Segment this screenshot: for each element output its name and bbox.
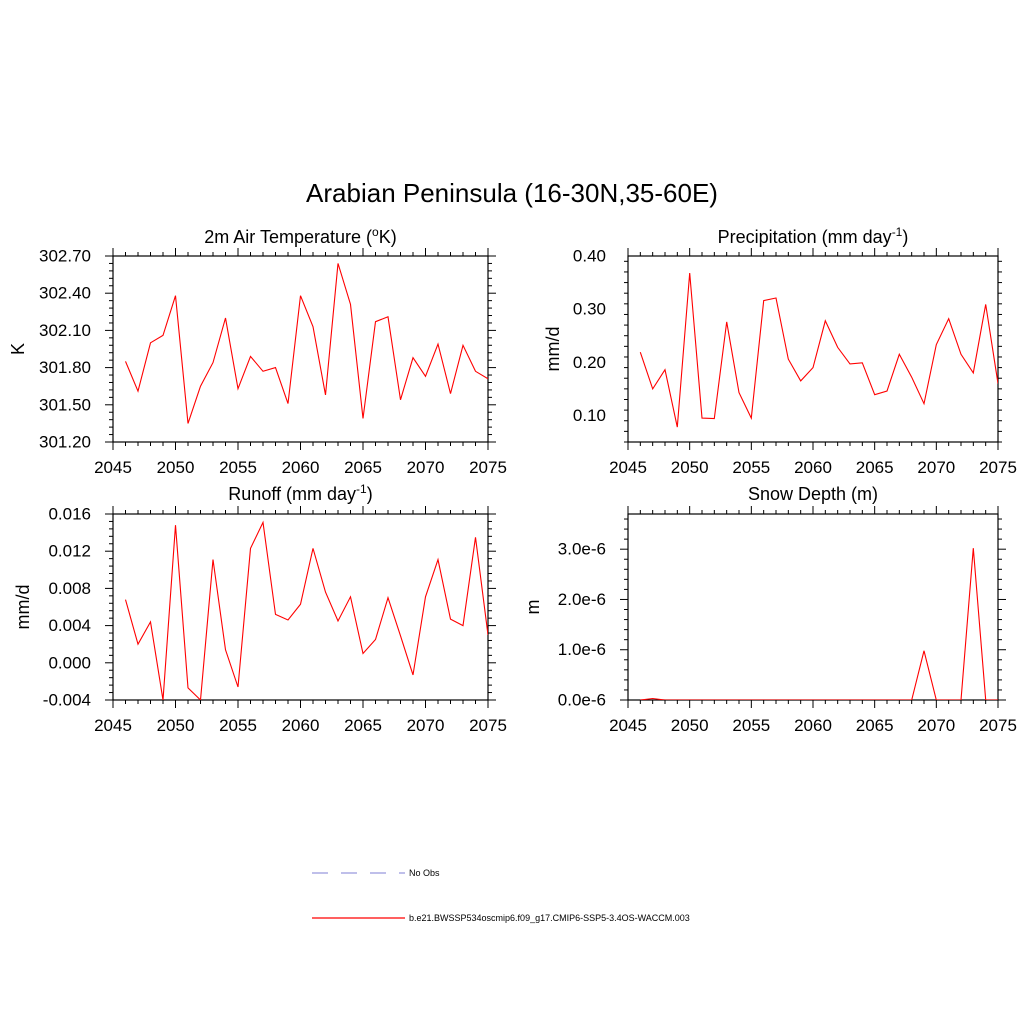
snow-depth-x-tick-label: 2055 bbox=[732, 716, 770, 735]
runoff-x-tick-label: 2055 bbox=[219, 716, 257, 735]
precipitation-x-tick-label: 2045 bbox=[609, 458, 647, 477]
runoff-title: Runoff (mm day-1) bbox=[228, 482, 372, 504]
runoff-x-tick-label: 2075 bbox=[469, 716, 507, 735]
snow-depth-title: Snow Depth (m) bbox=[748, 484, 878, 504]
snow-depth-y-tick-label: 3.0e-6 bbox=[558, 540, 606, 559]
legend-obs-label: No Obs bbox=[409, 868, 440, 878]
runoff-y-tick-label: -0.004 bbox=[43, 691, 91, 710]
precipitation-title: Precipitation (mm day-1) bbox=[718, 225, 909, 247]
panel-air-temperature: 2m Air Temperature (oK) K 2045 2050 2055 2060… bbox=[8, 225, 507, 477]
air-temperature-y-tick-label: 302.40 bbox=[39, 284, 91, 303]
air-temperature-plot-frame bbox=[112, 255, 489, 443]
runoff-y-axis-label: mm/d bbox=[13, 585, 33, 630]
runoff-x-tick-label: 2060 bbox=[282, 716, 320, 735]
air-temperature-x-tick-label: 2055 bbox=[219, 458, 257, 477]
snow-depth-x-tick-label: 2050 bbox=[671, 716, 709, 735]
runoff-x-tick-label: 2045 bbox=[94, 716, 132, 735]
runoff-y-tick-label: 0.004 bbox=[48, 616, 91, 635]
panel-snow-depth: Snow Depth (m) m 2045 2050 2055 2060 2065 2070 2… bbox=[523, 484, 1017, 735]
snow-depth-y-axis-label: m bbox=[523, 600, 543, 615]
precipitation-model-series-line bbox=[639, 272, 998, 428]
precipitation-y-tick-label: 0.30 bbox=[573, 300, 606, 319]
precipitation-x-tick-label: 2060 bbox=[794, 458, 832, 477]
runoff-x-tick-label: 2065 bbox=[344, 716, 382, 735]
runoff-x-tick-label: 2050 bbox=[157, 716, 195, 735]
snow-depth-plot-frame bbox=[627, 513, 999, 701]
air-temperature-x-tick-label: 2070 bbox=[407, 458, 445, 477]
air-temperature-y-tick-label: 302.10 bbox=[39, 321, 91, 340]
precipitation-x-tick-label: 2065 bbox=[856, 458, 894, 477]
precipitation-y-axis-label: mm/d bbox=[543, 327, 563, 372]
air-temperature-x-tick-label: 2065 bbox=[344, 458, 382, 477]
air-temperature-y-tick-label: 301.50 bbox=[39, 395, 91, 414]
legend: No Obs b.e21.BWSSP534oscmip6.f09_g17.CMI… bbox=[312, 868, 690, 923]
precipitation-y-tick-label: 0.20 bbox=[573, 353, 606, 372]
runoff-y-tick-label: 0.000 bbox=[48, 653, 91, 672]
precipitation-y-tick-label: 0.10 bbox=[573, 406, 606, 425]
runoff-x-tick-label: 2070 bbox=[407, 716, 445, 735]
runoff-y-tick-label: 0.016 bbox=[48, 505, 91, 524]
air-temperature-x-tick-label: 2075 bbox=[469, 458, 507, 477]
precipitation-x-tick-label: 2075 bbox=[979, 458, 1017, 477]
snow-depth-x-tick-label: 2045 bbox=[609, 716, 647, 735]
precipitation-y-tick-label: 0.40 bbox=[573, 247, 606, 266]
precipitation-x-tick-label: 2055 bbox=[732, 458, 770, 477]
snow-depth-y-tick-label: 2.0e-6 bbox=[558, 590, 606, 609]
snow-depth-x-tick-label: 2065 bbox=[856, 716, 894, 735]
precipitation-x-tick-label: 2070 bbox=[917, 458, 955, 477]
air-temperature-x-tick-label: 2045 bbox=[94, 458, 132, 477]
runoff-model-series-line bbox=[124, 520, 488, 700]
snow-depth-x-tick-label: 2060 bbox=[794, 716, 832, 735]
air-temperature-y-tick-label: 301.80 bbox=[39, 358, 91, 377]
snow-depth-y-tick-label: 0.0e-6 bbox=[558, 691, 606, 710]
legend-model-label: b.e21.BWSSP534oscmip6.f09_g17.CMIP6-SSP5… bbox=[409, 913, 690, 923]
figure-title: Arabian Peninsula (16-30N,35-60E) bbox=[306, 178, 718, 208]
air-temperature-y-tick-label: 301.20 bbox=[39, 433, 91, 452]
air-temperature-x-tick-label: 2060 bbox=[282, 458, 320, 477]
snow-depth-x-tick-label: 2070 bbox=[917, 716, 955, 735]
air-temperature-model-series-line bbox=[124, 263, 488, 424]
snow-depth-model-series-line bbox=[640, 548, 998, 700]
air-temperature-y-axis-label: K bbox=[8, 343, 28, 355]
air-temperature-y-tick-label: 302.70 bbox=[39, 247, 91, 266]
panel-precipitation: Precipitation (mm day-1) mm/d 2045 2050 2055… bbox=[543, 225, 1017, 477]
panel-runoff: Runoff (mm day-1) mm/d 2045 2050 2055 2060 206… bbox=[13, 482, 507, 735]
air-temperature-title: 2m Air Temperature (oK) bbox=[204, 225, 396, 247]
runoff-y-tick-label: 0.012 bbox=[48, 542, 91, 561]
snow-depth-x-tick-label: 2075 bbox=[979, 716, 1017, 735]
air-temperature-x-tick-label: 2050 bbox=[157, 458, 195, 477]
snow-depth-y-tick-label: 1.0e-6 bbox=[558, 640, 606, 659]
runoff-y-tick-label: 0.008 bbox=[48, 579, 91, 598]
precipitation-x-tick-label: 2050 bbox=[671, 458, 709, 477]
